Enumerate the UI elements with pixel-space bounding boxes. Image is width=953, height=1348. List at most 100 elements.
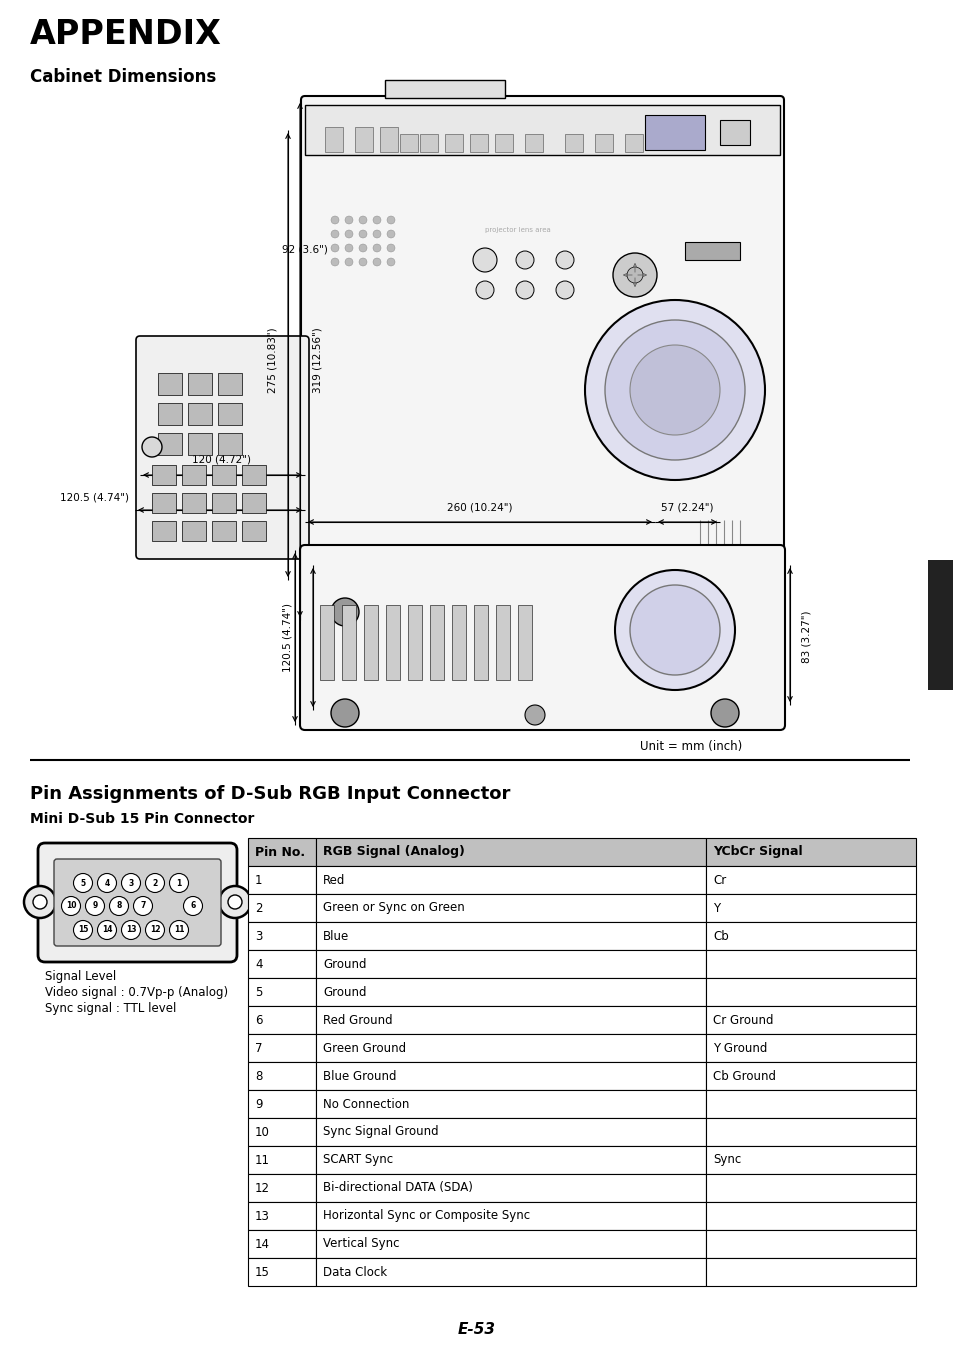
Bar	[315, 865, 705, 894]
Text: YCbCr Signal: YCbCr Signal	[712, 845, 801, 859]
Circle shape	[170, 921, 189, 940]
Text: 6: 6	[254, 1014, 262, 1026]
Circle shape	[146, 921, 164, 940]
Bar	[248, 979, 315, 1006]
Circle shape	[331, 700, 358, 727]
Text: Sync signal : TTL level: Sync signal : TTL level	[45, 1002, 176, 1015]
Circle shape	[110, 896, 129, 915]
Text: Ground: Ground	[323, 985, 366, 999]
Text: 7: 7	[140, 902, 146, 910]
Bar	[242, 493, 266, 514]
Text: 57 (2.24"): 57 (2.24")	[660, 501, 713, 512]
Bar	[341, 605, 355, 679]
Bar	[152, 493, 175, 514]
Circle shape	[97, 921, 116, 940]
Text: 12: 12	[254, 1181, 270, 1194]
Text: Horizontal Sync or Composite Sync: Horizontal Sync or Composite Sync	[323, 1209, 530, 1223]
Text: Red: Red	[323, 874, 345, 887]
Bar	[644, 115, 704, 150]
Text: 8: 8	[254, 1069, 262, 1082]
Text: Cabinet Dimensions: Cabinet Dimensions	[30, 67, 216, 86]
Circle shape	[345, 216, 353, 224]
Text: Vertical Sync: Vertical Sync	[323, 1237, 399, 1251]
Bar	[430, 605, 443, 679]
Circle shape	[584, 301, 764, 480]
Text: 14: 14	[254, 1237, 270, 1251]
Text: Blue: Blue	[323, 930, 349, 942]
Bar	[315, 1202, 705, 1229]
Bar	[315, 1117, 705, 1146]
Bar	[705, 922, 915, 950]
Circle shape	[604, 319, 744, 460]
Text: 2: 2	[152, 879, 157, 887]
Text: 4: 4	[104, 879, 110, 887]
Text: Data Clock: Data Clock	[323, 1266, 387, 1278]
Bar	[212, 520, 235, 541]
Bar	[152, 520, 175, 541]
Bar	[355, 127, 373, 152]
Circle shape	[146, 874, 164, 892]
Bar	[705, 1174, 915, 1202]
Bar	[705, 1229, 915, 1258]
Circle shape	[121, 874, 140, 892]
Text: 15: 15	[78, 926, 88, 934]
Circle shape	[121, 921, 140, 940]
Text: Red Ground: Red Ground	[323, 1014, 393, 1026]
Bar	[705, 979, 915, 1006]
Text: 83 (3.27"): 83 (3.27")	[801, 611, 811, 663]
Circle shape	[373, 231, 380, 239]
Bar	[325, 127, 343, 152]
Circle shape	[331, 257, 338, 266]
Circle shape	[358, 257, 367, 266]
Bar	[188, 433, 212, 456]
Bar	[158, 373, 182, 395]
Bar	[705, 1146, 915, 1174]
Bar	[705, 894, 915, 922]
Bar	[315, 1091, 705, 1117]
Bar	[624, 133, 642, 152]
Bar	[720, 120, 749, 146]
Circle shape	[373, 257, 380, 266]
Bar	[452, 605, 465, 679]
Text: 319 (12.56"): 319 (12.56")	[313, 328, 323, 392]
FancyBboxPatch shape	[54, 859, 221, 946]
Circle shape	[387, 216, 395, 224]
Bar	[248, 1174, 315, 1202]
Text: 6: 6	[191, 902, 195, 910]
Circle shape	[613, 253, 657, 297]
Bar	[444, 133, 462, 152]
Circle shape	[629, 585, 720, 675]
Bar	[248, 894, 315, 922]
Bar	[212, 493, 235, 514]
Bar	[315, 1034, 705, 1062]
Bar	[315, 1174, 705, 1202]
Circle shape	[345, 244, 353, 252]
Circle shape	[358, 244, 367, 252]
Bar	[248, 1202, 315, 1229]
Bar	[470, 133, 488, 152]
Text: Cr Ground: Cr Ground	[712, 1014, 773, 1026]
Text: 5: 5	[254, 985, 262, 999]
Text: 92 (3.6"): 92 (3.6")	[282, 245, 328, 255]
FancyBboxPatch shape	[38, 842, 236, 962]
Text: Sync Signal Ground: Sync Signal Ground	[323, 1126, 438, 1139]
Circle shape	[626, 267, 642, 283]
Bar	[248, 950, 315, 979]
Text: 10: 10	[254, 1126, 270, 1139]
Bar	[248, 865, 315, 894]
FancyBboxPatch shape	[136, 336, 309, 559]
Circle shape	[183, 896, 202, 915]
Circle shape	[629, 345, 720, 435]
Circle shape	[61, 896, 80, 915]
Bar	[188, 373, 212, 395]
Circle shape	[373, 216, 380, 224]
Text: 260 (10.24"): 260 (10.24")	[447, 501, 512, 512]
Text: 3: 3	[254, 930, 262, 942]
Bar	[315, 1006, 705, 1034]
Bar	[524, 133, 542, 152]
Text: Cb Ground: Cb Ground	[712, 1069, 775, 1082]
Text: 7: 7	[254, 1042, 262, 1054]
Text: APPENDIX: APPENDIX	[30, 18, 222, 51]
Bar	[218, 433, 242, 456]
Circle shape	[97, 874, 116, 892]
